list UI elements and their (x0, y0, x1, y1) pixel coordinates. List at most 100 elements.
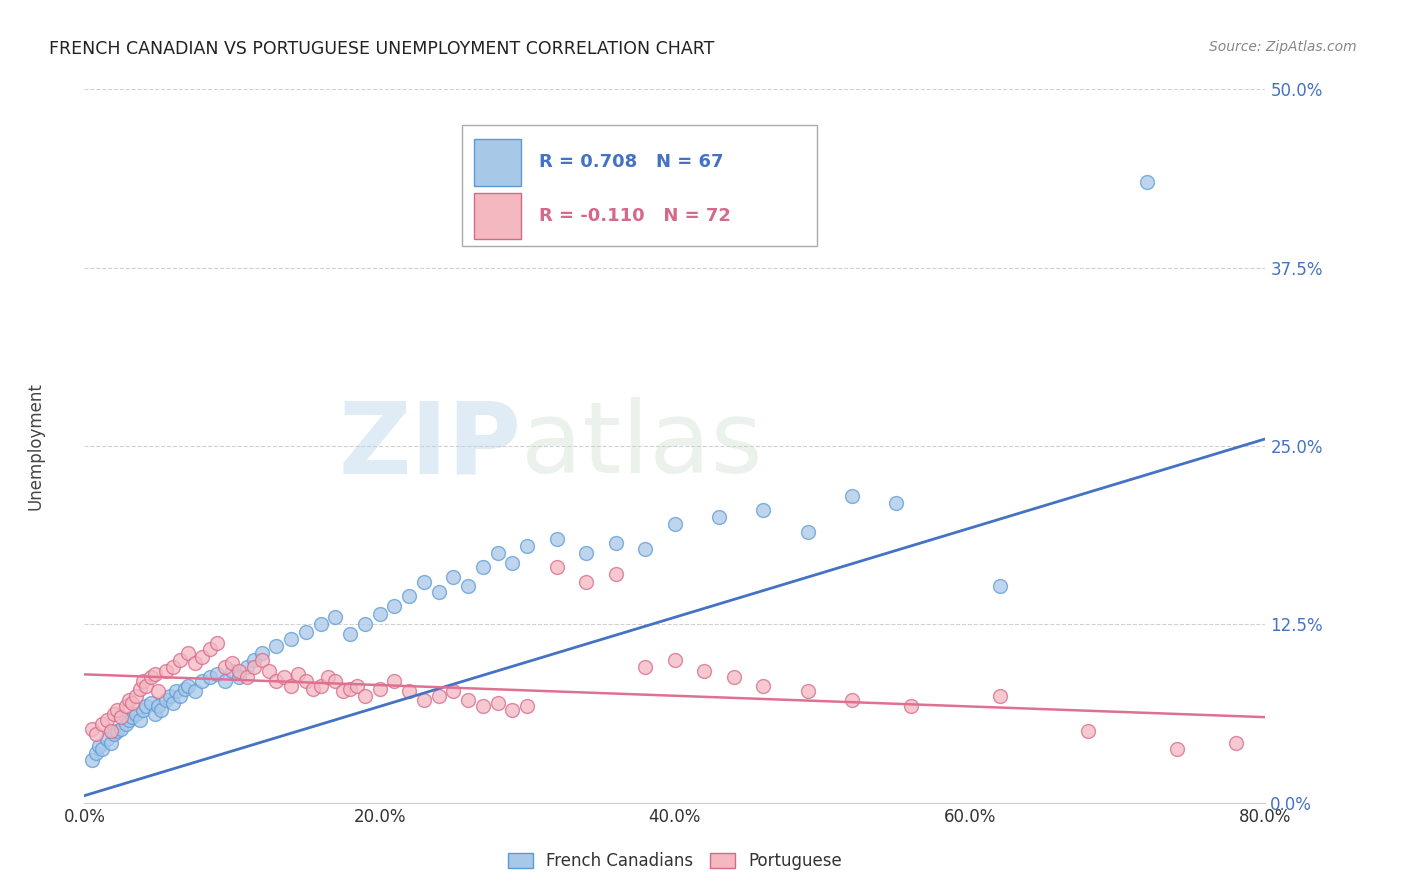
Point (354, 689, 377, 703)
Point (177, 679, 200, 693)
Point (1077, 724, 1099, 739)
Point (110, 710, 132, 724)
Point (169, 653, 191, 667)
Text: Source: ZipAtlas.com: Source: ZipAtlas.com (1209, 40, 1357, 54)
Point (169, 689, 191, 703)
Point (295, 624, 318, 639)
Point (121, 696, 143, 710)
Point (693, 665, 716, 679)
Point (309, 679, 332, 693)
Point (723, 670, 745, 684)
Point (191, 650, 214, 665)
Point (841, 489, 863, 503)
Point (368, 607, 391, 622)
Point (184, 656, 207, 670)
Point (457, 693, 479, 707)
Point (501, 703, 523, 717)
Point (546, 532, 568, 546)
Point (280, 679, 302, 693)
Point (413, 693, 436, 707)
Point (339, 627, 361, 641)
Point (413, 574, 436, 589)
Point (752, 503, 775, 517)
Point (605, 536, 627, 550)
Point (205, 636, 228, 650)
Point (129, 681, 152, 696)
FancyBboxPatch shape (463, 125, 817, 246)
Point (162, 696, 184, 710)
Bar (474, 139, 522, 186)
Text: ZIP: ZIP (339, 398, 522, 494)
Point (143, 707, 166, 722)
Point (132, 703, 155, 717)
Point (221, 656, 243, 670)
Point (575, 574, 598, 589)
Point (316, 670, 339, 684)
Point (441, 570, 464, 584)
Point (110, 722, 132, 736)
Point (273, 670, 295, 684)
Point (752, 679, 775, 693)
Point (886, 496, 908, 510)
Point (121, 710, 143, 724)
Point (143, 667, 166, 681)
Point (309, 617, 332, 632)
Text: FRENCH CANADIAN VS PORTUGUESE UNEMPLOYMENT CORRELATION CHART: FRENCH CANADIAN VS PORTUGUESE UNEMPLOYME… (49, 40, 714, 58)
Point (118, 693, 141, 707)
Point (214, 660, 236, 674)
Point (988, 689, 1011, 703)
Point (988, 579, 1011, 593)
Point (382, 599, 406, 613)
Point (205, 667, 228, 681)
Text: atlas: atlas (522, 398, 763, 494)
Point (472, 698, 495, 713)
Point (575, 546, 598, 560)
Point (398, 684, 420, 698)
Point (100, 724, 122, 739)
Legend: French Canadians, Portuguese: French Canadians, Portuguese (501, 846, 849, 877)
Point (228, 665, 250, 679)
Point (80, 753, 103, 767)
Point (900, 698, 922, 713)
Point (257, 665, 280, 679)
Point (486, 696, 509, 710)
Point (139, 696, 162, 710)
Point (228, 670, 250, 684)
Point (100, 736, 122, 750)
Text: R = 0.708   N = 67: R = 0.708 N = 67 (538, 153, 724, 171)
Point (280, 632, 302, 646)
Point (605, 567, 627, 582)
Point (84, 727, 107, 741)
Point (516, 698, 538, 713)
Point (427, 689, 450, 703)
Text: Unemployment: Unemployment (27, 382, 44, 510)
Point (382, 674, 406, 689)
Point (1166, 741, 1188, 756)
Point (91, 717, 114, 731)
Point (221, 665, 243, 679)
Point (96, 713, 118, 727)
Point (198, 641, 221, 656)
Point (709, 510, 731, 524)
Point (516, 539, 538, 553)
Point (84, 746, 107, 760)
Point (302, 681, 325, 696)
Point (135, 698, 157, 713)
Point (354, 617, 377, 632)
Point (295, 674, 318, 689)
Point (398, 589, 420, 603)
Point (165, 684, 187, 698)
Point (332, 684, 354, 698)
Point (243, 660, 266, 674)
Point (264, 639, 288, 653)
Point (96, 731, 118, 746)
Point (103, 707, 125, 722)
Point (427, 584, 450, 599)
Point (91, 741, 114, 756)
Point (250, 646, 273, 660)
Point (105, 724, 128, 739)
Point (148, 684, 170, 698)
Point (118, 713, 141, 727)
Bar (474, 193, 522, 239)
Point (235, 670, 259, 684)
